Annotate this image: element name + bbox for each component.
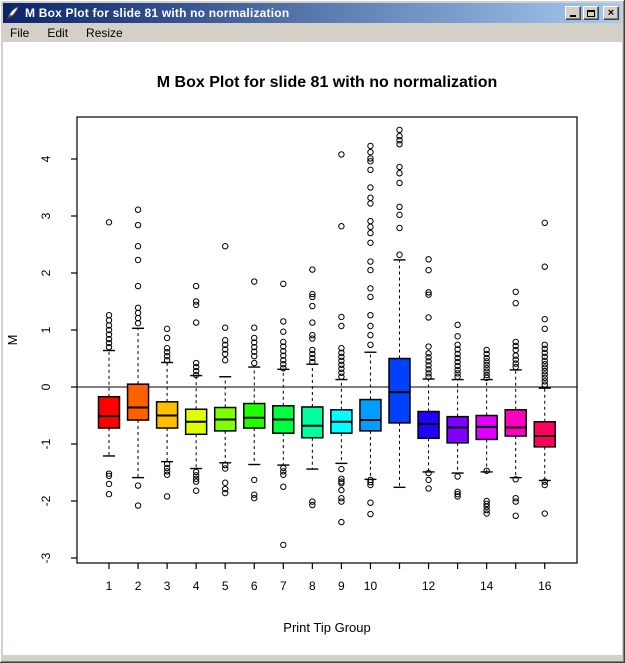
svg-text:7: 7 (280, 579, 287, 593)
svg-text:Print Tip Group: Print Tip Group (283, 620, 370, 635)
window-title: M Box Plot for slide 81 with no normaliz… (25, 6, 290, 20)
svg-text:8: 8 (309, 579, 316, 593)
svg-text:M: M (5, 335, 20, 346)
svg-text:M Box Plot for slide 81 with n: M Box Plot for slide 81 with no normaliz… (157, 74, 497, 91)
svg-text:9: 9 (338, 579, 345, 593)
plot-area: -3 -2 -1 0 1 2 3 4 1 2 3 4 5 6 7 8 9 10 12 14 16 M Box Plot f… (3, 42, 622, 655)
svg-text:3: 3 (164, 579, 171, 593)
title-bar[interactable]: M Box Plot for slide 81 with no normaliz… (3, 3, 621, 23)
svg-text:-2: -2 (39, 495, 53, 506)
menu-bar: File Edit Resize (3, 23, 621, 42)
maximize-icon (587, 10, 595, 17)
svg-text:14: 14 (480, 579, 494, 593)
menu-file[interactable]: File (10, 25, 30, 40)
menu-resize[interactable]: Resize (86, 25, 123, 40)
svg-text:4: 4 (193, 579, 200, 593)
svg-text:0: 0 (39, 383, 53, 390)
svg-text:1: 1 (39, 326, 53, 333)
feather-icon[interactable] (5, 5, 21, 21)
window-controls: × (565, 6, 619, 20)
svg-text:12: 12 (422, 579, 436, 593)
svg-text:6: 6 (251, 579, 258, 593)
svg-text:-1: -1 (39, 438, 53, 449)
svg-text:2: 2 (135, 579, 142, 593)
svg-text:-3: -3 (39, 552, 53, 563)
menu-edit[interactable]: Edit (47, 25, 69, 40)
svg-text:10: 10 (364, 579, 378, 593)
close-button[interactable]: × (603, 6, 619, 20)
svg-text:5: 5 (222, 579, 229, 593)
svg-text:2: 2 (39, 269, 53, 276)
close-icon: × (607, 7, 615, 19)
svg-text:3: 3 (39, 212, 53, 219)
maximize-button[interactable] (583, 6, 599, 20)
svg-text:1: 1 (106, 579, 113, 593)
minimize-button[interactable] (565, 6, 581, 20)
svg-text:4: 4 (39, 155, 53, 162)
svg-text:16: 16 (538, 579, 552, 593)
minimize-icon (570, 15, 576, 17)
